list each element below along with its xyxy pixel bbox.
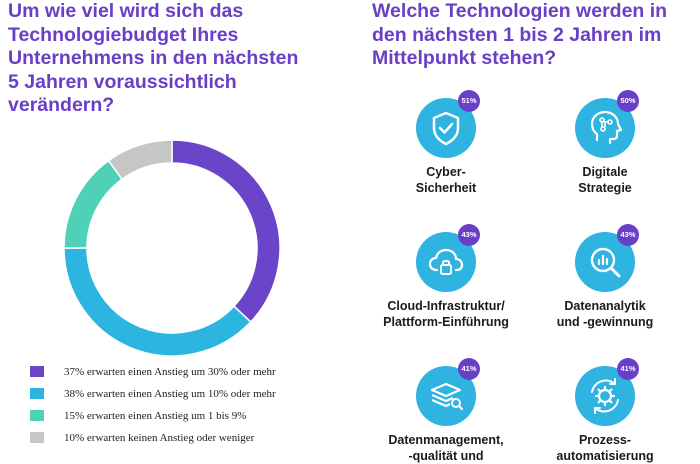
tech-label: Cyber- Sicherheit (415, 165, 477, 195)
percent-badge: 50% (617, 90, 639, 112)
technologies-question-title: Welche Technologien werden in den nächst… (372, 0, 668, 69)
tech-label: Datenanalytik und -gewinnung (556, 299, 654, 329)
percent-badge: 51% (458, 90, 480, 112)
legend-swatch (30, 410, 44, 421)
donut-legend: 37% erwarten einen Anstieg um 30% oder m… (30, 362, 276, 450)
donut-slice-0 (171, 139, 281, 323)
donut-slice-3 (107, 139, 173, 181)
legend-item: 10% erwarten keinen Anstieg oder weniger (30, 428, 276, 447)
legend-swatch (30, 432, 44, 443)
tech-label: Cloud-Infrastruktur/ Plattform-Einführun… (383, 299, 509, 329)
tech-label: Prozess- automatisierung (556, 433, 654, 463)
tech-icon-circle (416, 232, 476, 292)
legend-label: 15% erwarten einen Anstieg um 1 bis 9% (64, 409, 247, 422)
legend-swatch (30, 366, 44, 377)
tech-label: Digitale Strategie (578, 165, 632, 195)
process-gear-icon (591, 378, 619, 414)
budget-donut-chart (63, 139, 281, 357)
budget-question-title: Um wie viel wird sich das Technologiebud… (8, 0, 299, 116)
shield-check-icon (432, 111, 460, 146)
legend-label: 38% erwarten einen Anstieg um 10% oder m… (64, 387, 276, 400)
legend-label: 10% erwarten keinen Anstieg oder weniger (64, 431, 255, 444)
tech-label: Datenmanagement, -qualität und (388, 433, 504, 463)
legend-item: 38% erwarten einen Anstieg um 10% oder m… (30, 384, 276, 403)
donut-slice-2 (63, 159, 124, 249)
percent-badge: 41% (458, 358, 480, 380)
legend-item: 37% erwarten einen Anstieg um 30% oder m… (30, 362, 276, 381)
donut-slice-1 (63, 247, 252, 357)
legend-item: 15% erwarten einen Anstieg um 1 bis 9% (30, 406, 276, 425)
legend-label: 37% erwarten einen Anstieg um 30% oder m… (64, 365, 276, 378)
percent-badge: 43% (458, 224, 480, 246)
cloud-lock-icon (428, 248, 464, 275)
percent-badge: 43% (617, 224, 639, 246)
percent-badge: 41% (617, 358, 639, 380)
legend-swatch (30, 388, 44, 399)
data-layers-icon (430, 382, 464, 411)
brain-circuit-icon (590, 110, 623, 145)
magnifier-chart-icon (590, 247, 621, 278)
